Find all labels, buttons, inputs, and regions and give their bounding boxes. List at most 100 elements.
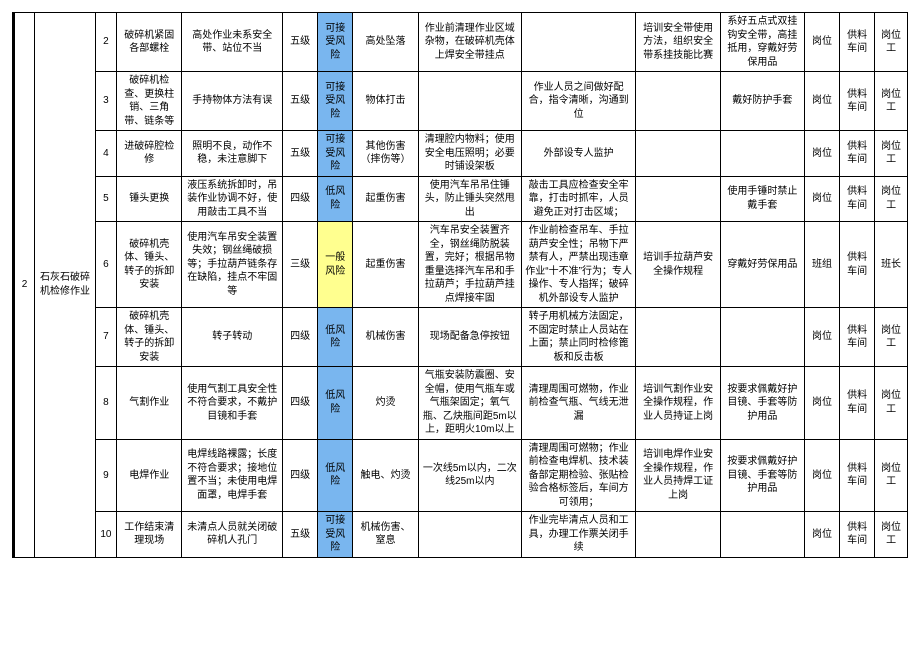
table-row: 8气割作业使用气割工具安全性不符合要求，不戴护目镜和手套四级低风险灼烫气瓶安装防… [14,367,908,440]
eng-measure [418,72,521,131]
post: 岗位 [804,13,839,72]
row-number: 6 [95,222,116,308]
step: 气割作业 [116,367,182,440]
row-number: 7 [95,308,116,367]
step: 破碎机检查、更换柱销、三角带、链条等 [116,72,182,131]
eng-measure: 现场配备急停按钮 [418,308,521,367]
risk: 低风险 [318,367,353,440]
ppe: 系好五点式双挂钩安全带，高挂抵用，穿戴好劳保用品 [720,13,804,72]
eng-measure: 使用汽车吊吊住锤头，防止锤头突然甩出 [418,176,521,222]
hazard: 转子转动 [182,308,283,367]
mgmt-measure-2 [636,72,720,131]
step: 进破碎腔检修 [116,131,182,177]
step: 电焊作业 [116,439,182,512]
hazard: 照明不良，动作不稳，未注意脚下 [182,131,283,177]
post: 岗位 [804,512,839,558]
ppe [720,308,804,367]
level: 四级 [283,308,318,367]
hazard: 电焊线路裸露；长度不符合要求；接地位置不当；未使用电焊面罩，电焊手套 [182,439,283,512]
accident: 机械伤害 [353,308,419,367]
mgmt-measure-2: 培训电焊作业安全操作规程，作业人员持焊工证上岗 [636,439,720,512]
dept: 供料车间 [840,512,875,558]
resp: 岗位工 [875,176,908,222]
mgmt-measure-1: 作业人员之间做好配合，指令清晰，沟通到位 [521,72,636,131]
mgmt-measure-2 [636,308,720,367]
step: 破碎机壳体、锤头、转子的拆卸安装 [116,308,182,367]
dept: 供料车间 [840,72,875,131]
mgmt-measure-2 [636,176,720,222]
resp: 岗位工 [875,308,908,367]
risk: 低风险 [318,176,353,222]
eng-measure: 汽车吊安全装置齐全，钢丝绳防脱装置，完好；根据吊物重量选择汽车吊和手拉葫芦；手拉… [418,222,521,308]
post: 岗位 [804,367,839,440]
step: 破碎机紧固各部螺栓 [116,13,182,72]
level: 五级 [283,13,318,72]
mgmt-measure-1: 清理周围可燃物；作业前检查电焊机、技术装备部定期检验、张贴检验合格标签后，车间方… [521,439,636,512]
resp: 岗位工 [875,512,908,558]
post: 班组 [804,222,839,308]
eng-measure: 清理腔内物料；使用安全电压照明；必要时铺设架板 [418,131,521,177]
dept: 供料车间 [840,131,875,177]
dept: 供料车间 [840,367,875,440]
mgmt-measure-1 [521,13,636,72]
post: 岗位 [804,72,839,131]
level: 四级 [283,176,318,222]
accident: 灼烫 [353,367,419,440]
resp: 岗位工 [875,439,908,512]
row-number: 4 [95,131,116,177]
mgmt-measure-1: 作业前检查吊车、手拉葫芦安全性；吊物下严禁有人，严禁出现违章作业“十不准”行为；… [521,222,636,308]
hazard: 使用汽车吊安全装置失效；钢丝绳破损等；手拉葫芦链条存在缺陷，挂点不牢固等 [182,222,283,308]
table-row: 9电焊作业电焊线路裸露；长度不符合要求；接地位置不当；未使用电焊面罩，电焊手套四… [14,439,908,512]
table-row: 2石灰石破碎机检修作业2破碎机紧固各部螺栓高处作业未系安全带、站位不当五级可接受… [14,13,908,72]
post: 岗位 [804,439,839,512]
table-row: 4进破碎腔检修照明不良，动作不稳，未注意脚下五级可接受风险其他伤害（摔伤等）清理… [14,131,908,177]
accident: 起重伤害 [353,176,419,222]
ppe [720,131,804,177]
risk: 可接受风险 [318,72,353,131]
level: 五级 [283,131,318,177]
resp: 岗位工 [875,72,908,131]
table-row: 10工作结束清理现场未清点人员就关闭破碎机人孔门五级可接受风险机械伤害、窒息作业… [14,512,908,558]
level: 五级 [283,512,318,558]
section-index: 2 [14,13,35,558]
eng-measure: 气瓶安装防震圈、安全帽，使用气瓶车或气瓶架固定；氧气瓶、乙炔瓶间距5m以上，距明… [418,367,521,440]
row-number: 3 [95,72,116,131]
dept: 供料车间 [840,308,875,367]
row-number: 2 [95,13,116,72]
mgmt-measure-1: 清理周围可燃物，作业前检查气瓶、气线无泄漏 [521,367,636,440]
mgmt-measure-1: 外部设专人监护 [521,131,636,177]
mgmt-measure-2: 培训手拉葫芦安全操作规程 [636,222,720,308]
post: 岗位 [804,131,839,177]
ppe: 按要求佩戴好护目镜、手套等防护用品 [720,367,804,440]
post: 岗位 [804,308,839,367]
mgmt-measure-2: 培训安全带使用方法，组织安全带系挂技能比赛 [636,13,720,72]
accident: 机械伤害、窒息 [353,512,419,558]
mgmt-measure-1: 转子用机械方法固定，不固定时禁止人员站在上面；禁止同时检修篦板和反击板 [521,308,636,367]
accident: 起重伤害 [353,222,419,308]
step: 工作结束清理现场 [116,512,182,558]
ppe: 按要求佩戴好护目镜、手套等防护用品 [720,439,804,512]
resp: 岗位工 [875,367,908,440]
hazard: 手持物体方法有误 [182,72,283,131]
level: 四级 [283,439,318,512]
section-title: 石灰石破碎机检修作业 [35,13,96,558]
accident: 其他伤害（摔伤等） [353,131,419,177]
risk: 可接受风险 [318,13,353,72]
risk: 可接受风险 [318,512,353,558]
ppe: 使用手锤时禁止戴手套 [720,176,804,222]
row-number: 9 [95,439,116,512]
level: 三级 [283,222,318,308]
table-row: 5锤头更换液压系统拆卸时，吊装作业协调不好，使用敲击工具不当四级低风险起重伤害使… [14,176,908,222]
mgmt-measure-1: 作业完毕清点人员和工具，办理工作票关闭手续 [521,512,636,558]
hazard: 液压系统拆卸时，吊装作业协调不好，使用敲击工具不当 [182,176,283,222]
risk: 低风险 [318,439,353,512]
step: 锤头更换 [116,176,182,222]
row-number: 5 [95,176,116,222]
eng-measure: 作业前清理作业区域杂物，在破碎机壳体上焊安全带挂点 [418,13,521,72]
eng-measure [418,512,521,558]
risk: 可接受风险 [318,131,353,177]
mgmt-measure-2 [636,512,720,558]
dept: 供料车间 [840,13,875,72]
row-number: 8 [95,367,116,440]
accident: 物体打击 [353,72,419,131]
